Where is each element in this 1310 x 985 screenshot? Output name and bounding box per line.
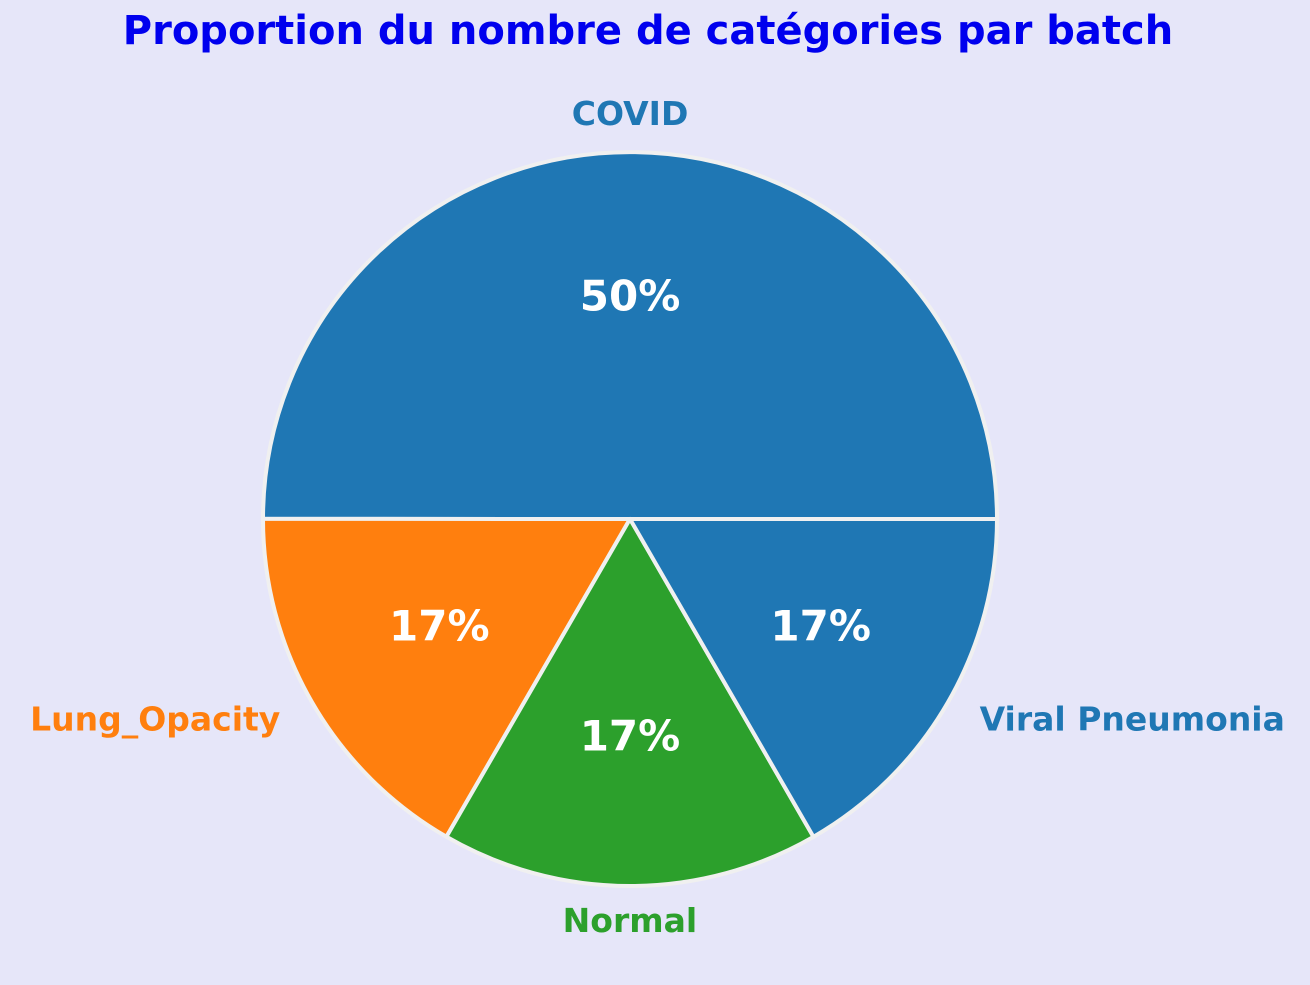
pie-slices [261, 150, 999, 888]
slice-label-covid: COVID [572, 94, 689, 133]
chart-title: Proportion du nombre de catégories par b… [123, 8, 1173, 54]
pct-label-covid: 50% [580, 271, 681, 320]
slice-label-viral-pneumonia: Viral Pneumonia [980, 699, 1285, 738]
pie-labels: COVID 50% Lung_Opacity 17% Normal 17% Viral Pn… [30, 94, 1285, 940]
pct-label-normal: 17% [580, 712, 681, 761]
pct-label-lung-opacity: 17% [389, 602, 490, 651]
pie-slice-covid [261, 150, 999, 521]
slice-label-lung-opacity: Lung_Opacity [30, 699, 280, 738]
pct-label-viral-pneumonia: 17% [770, 602, 871, 651]
pie-slice-viral-pneumonia [628, 517, 999, 839]
pie-slice-normal [444, 517, 816, 888]
slice-label-normal: Normal [563, 901, 698, 940]
pie-slice-lung-opacity [261, 516, 632, 839]
